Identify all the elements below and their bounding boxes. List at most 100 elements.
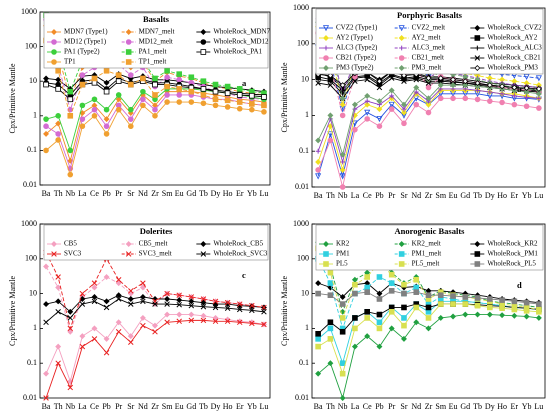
marker (524, 94, 530, 100)
marker (236, 105, 243, 112)
marker (249, 106, 255, 113)
marker (536, 301, 542, 307)
marker (91, 96, 98, 103)
marker (127, 296, 134, 302)
marker (315, 77, 321, 82)
marker (55, 284, 62, 291)
marker (474, 251, 481, 257)
marker (364, 101, 371, 108)
marker (474, 45, 480, 51)
marker (327, 137, 334, 144)
x-tick-label: Gd (186, 402, 196, 411)
x-tick-label: Ba (314, 402, 323, 411)
marker (79, 123, 86, 130)
legend-label: KR2_melt (412, 240, 441, 248)
marker (55, 343, 62, 350)
marker (91, 284, 98, 291)
legend-label: WholeRock_PA1 (213, 48, 262, 56)
marker (398, 25, 405, 32)
marker (79, 333, 86, 340)
marker (261, 321, 267, 328)
panel-letter: a (242, 78, 247, 88)
x-tick-label: Yb (522, 191, 532, 200)
marker (200, 86, 207, 92)
marker (55, 120, 62, 127)
y-tick-label: 100 (25, 254, 37, 263)
panel-letter: d (517, 280, 522, 290)
x-tick-label: Ce (363, 402, 372, 411)
marker (413, 276, 420, 283)
marker (128, 288, 134, 294)
marker (200, 39, 207, 45)
marker (127, 333, 134, 340)
marker (327, 284, 334, 291)
marker (398, 251, 405, 257)
marker (425, 80, 432, 86)
marker (388, 75, 395, 81)
marker (437, 314, 444, 321)
marker (249, 302, 255, 309)
marker (339, 370, 346, 377)
marker (388, 280, 395, 286)
x-tick-label: Th (54, 189, 63, 198)
marker (212, 314, 219, 321)
marker (212, 318, 219, 325)
marker (55, 137, 61, 143)
legend-label: WholeRock_PM1 (487, 250, 538, 258)
marker (55, 131, 61, 137)
x-tick-label: Ho (223, 402, 233, 411)
marker (388, 87, 395, 94)
marker (315, 80, 321, 86)
marker (388, 308, 395, 315)
marker (152, 81, 158, 88)
marker (450, 293, 456, 299)
marker (511, 101, 518, 108)
marker (55, 298, 62, 305)
marker (164, 67, 170, 74)
marker (376, 290, 383, 297)
x-tick-label: Pb (102, 189, 110, 198)
marker (401, 109, 407, 116)
marker (450, 82, 456, 89)
marker (323, 65, 329, 71)
marker (339, 101, 346, 108)
marker (140, 102, 146, 109)
marker (535, 75, 542, 82)
marker (425, 109, 432, 116)
marker (425, 292, 432, 298)
marker (224, 83, 231, 90)
marker (364, 284, 370, 291)
marker (249, 307, 255, 314)
marker (352, 126, 358, 133)
marker (115, 96, 122, 103)
marker (79, 301, 86, 307)
x-tick-label: Ho (223, 189, 233, 198)
marker (91, 298, 98, 305)
marker (79, 72, 86, 78)
marker (188, 88, 195, 95)
marker (164, 92, 170, 98)
marker (152, 329, 158, 335)
marker (67, 308, 74, 315)
x-tick-label: Nb (65, 402, 75, 411)
y-tick-label: 0.01 (23, 180, 37, 189)
x-tick-label: La (78, 402, 87, 411)
legend-box (315, 224, 544, 271)
marker (140, 298, 146, 305)
marker (398, 241, 405, 247)
marker (450, 301, 456, 307)
x-tick-label: Nd (411, 402, 421, 411)
legend-label: TP1 (64, 58, 76, 66)
y-tick-label: 1000 (293, 219, 309, 228)
x-tick-label: Pr (388, 191, 395, 200)
marker (315, 343, 321, 350)
y-tick-label: 10 (301, 74, 309, 83)
x-tick-label: Eu (449, 402, 458, 411)
marker (103, 123, 110, 130)
marker (450, 313, 456, 320)
marker (536, 306, 542, 313)
marker (323, 55, 329, 61)
marker (103, 79, 110, 86)
marker (339, 360, 346, 366)
marker (376, 343, 383, 350)
